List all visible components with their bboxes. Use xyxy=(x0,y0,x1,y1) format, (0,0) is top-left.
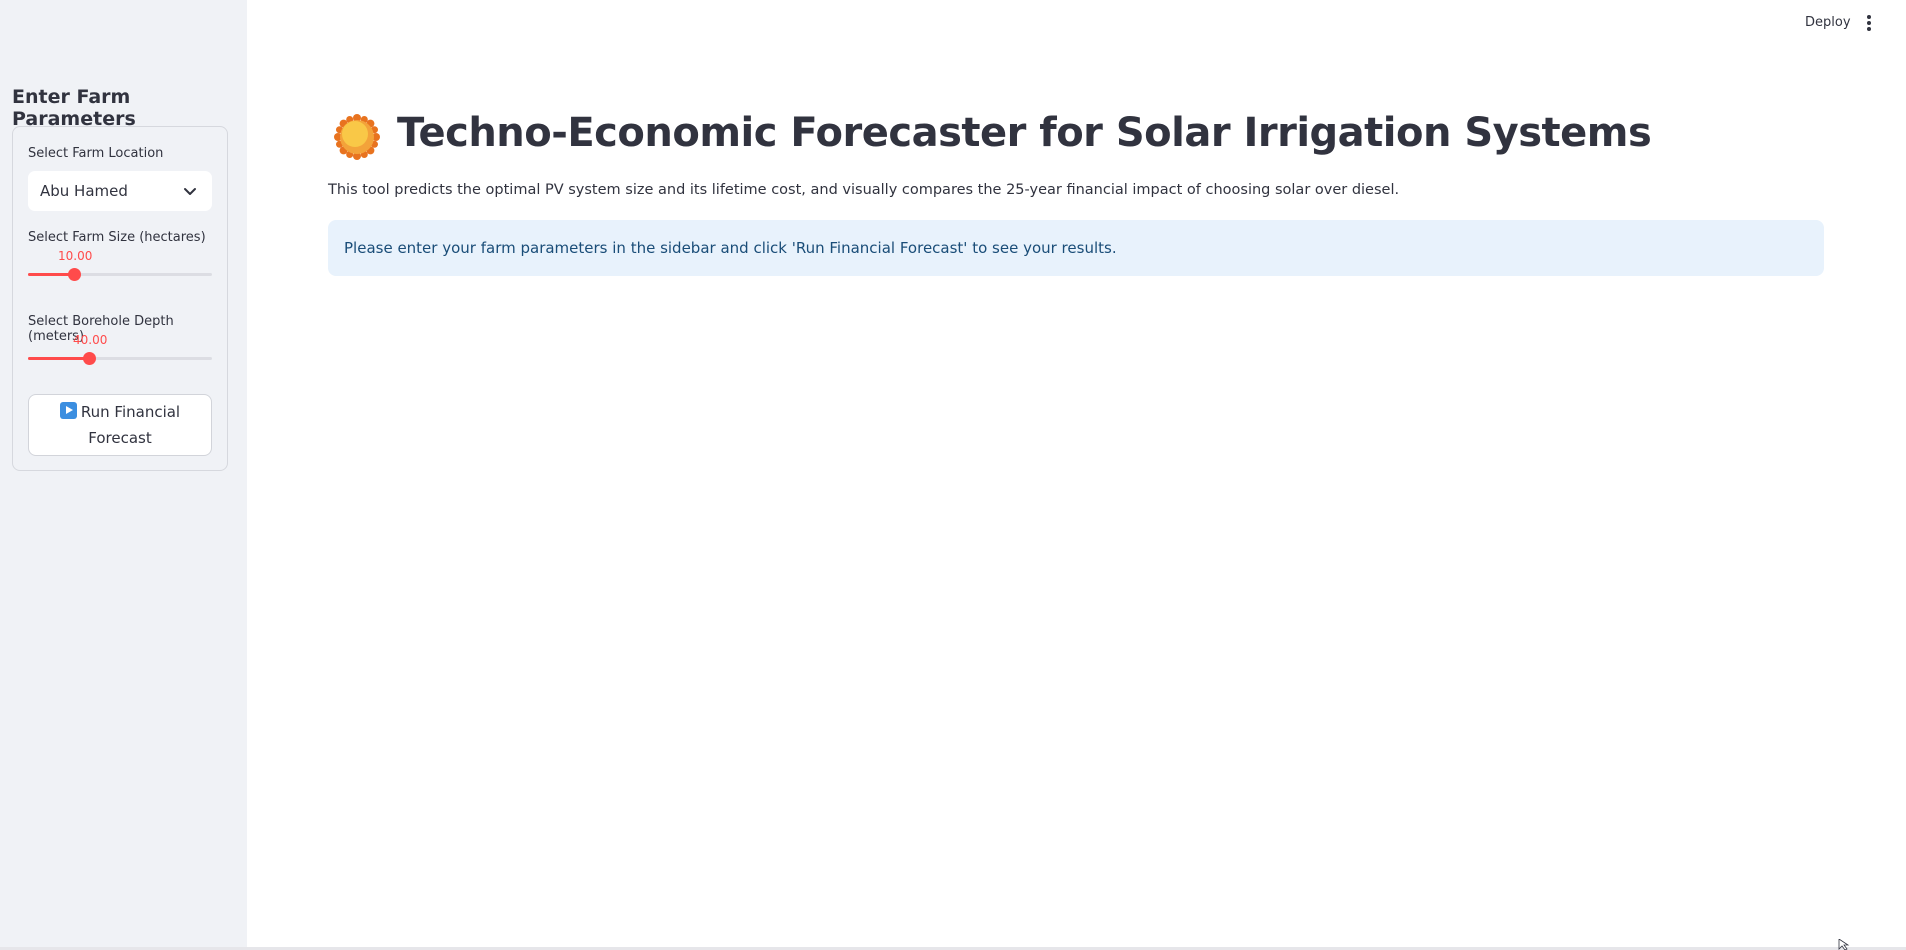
page-description: This tool predicts the optimal PV system… xyxy=(328,182,1400,198)
borehole-depth-label: Select Borehole Depth (meters) xyxy=(28,314,174,344)
borehole-depth-value: 40.00 xyxy=(73,333,108,347)
borehole-depth-slider[interactable] xyxy=(28,352,212,365)
farm-size-label: Select Farm Size (hectares) xyxy=(28,230,206,245)
info-alert: Please enter your farm parameters in the… xyxy=(328,220,1824,276)
chevron-down-icon xyxy=(184,188,196,195)
farm-size-slider-fill xyxy=(28,273,74,276)
farm-size-value: 10.00 xyxy=(58,249,93,263)
farm-parameters-form: Select Farm Location Abu Hamed Select Fa… xyxy=(12,126,228,471)
farm-size-slider[interactable] xyxy=(28,268,212,281)
run-button-label-line2: Forecast xyxy=(88,429,152,447)
location-selected-value: Abu Hamed xyxy=(40,182,128,200)
location-label: Select Farm Location xyxy=(28,146,164,161)
sun-icon xyxy=(334,114,380,160)
page-title: Techno-Economic Forecaster for Solar Irr… xyxy=(397,110,1652,156)
borehole-depth-slider-fill xyxy=(28,357,89,360)
vertical-dots-icon[interactable] xyxy=(1866,15,1872,31)
sidebar-title: Enter Farm Parameters xyxy=(12,86,136,130)
info-alert-text: Please enter your farm parameters in the… xyxy=(344,239,1117,257)
deploy-button[interactable]: Deploy xyxy=(1805,15,1851,30)
play-button-icon xyxy=(59,402,77,419)
bottom-divider xyxy=(0,947,1906,950)
mouse-cursor-icon xyxy=(1838,939,1850,950)
borehole-depth-slider-handle[interactable] xyxy=(82,352,96,365)
sidebar: Enter Farm Parameters Select Farm Locati… xyxy=(0,0,247,950)
run-financial-forecast-button[interactable]: Run Financial Forecast xyxy=(28,394,212,456)
run-button-label-line1: Run Financial xyxy=(80,403,181,421)
farm-size-slider-handle[interactable] xyxy=(68,268,81,281)
location-select[interactable]: Abu Hamed xyxy=(28,171,212,211)
